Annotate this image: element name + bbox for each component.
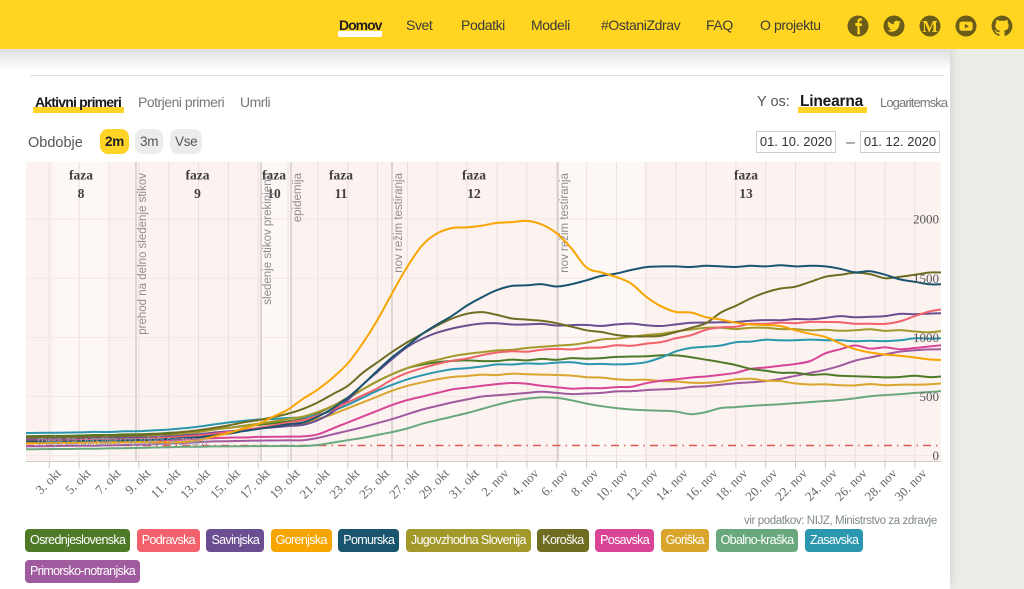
svg-text:31. okt: 31. okt [446,465,482,501]
svg-text:10: 10 [267,186,281,201]
svg-text:19. okt: 19. okt [267,465,303,501]
svg-text:faza: faza [734,168,758,183]
svg-text:16. nov: 16. nov [682,465,721,504]
svg-text:faza: faza [462,168,486,183]
svg-text:11: 11 [335,186,348,201]
svg-text:faza: faza [329,168,353,183]
svg-text:12: 12 [467,186,481,201]
svg-text:18. nov: 18. nov [712,465,751,504]
svg-text:1000: 1000 [913,330,939,345]
svg-text:4. nov: 4. nov [508,465,542,499]
svg-text:meja za uvrstitev na rdeči sez: meja za uvrstitev na rdeči seznam [37,433,207,448]
svg-text:prehod na delno sledenje stiko: prehod na delno sledenje stikov [137,173,149,335]
svg-text:15. okt: 15. okt [207,465,243,501]
svg-text:10. nov: 10. nov [593,465,632,504]
svg-text:M: M [922,17,938,36]
svg-text:sledenje stikov prekinjeno: sledenje stikov prekinjeno [262,173,274,305]
svg-text:23. okt: 23. okt [326,465,362,501]
svg-text:12. nov: 12. nov [623,465,662,504]
svg-text:nov režim testiranja: nov režim testiranja [559,172,571,272]
svg-text:0: 0 [933,448,940,463]
svg-text:faza: faza [69,168,93,183]
svg-text:8: 8 [78,186,85,201]
svg-text:28. nov: 28. nov [861,465,900,504]
svg-text:24. nov: 24. nov [802,465,841,504]
svg-text:7. okt: 7. okt [92,465,124,497]
svg-text:faza: faza [186,168,210,183]
svg-text:20. nov: 20. nov [742,465,781,504]
svg-text:nov režim testiranja: nov režim testiranja [393,172,405,272]
svg-text:21. okt: 21. okt [296,465,332,501]
svg-text:14. nov: 14. nov [653,465,692,504]
svg-text:29. okt: 29. okt [416,465,452,501]
svg-text:faza: faza [262,168,286,183]
svg-text:13. okt: 13. okt [177,465,213,501]
svg-text:5. okt: 5. okt [62,465,94,497]
svg-text:26. nov: 26. nov [832,465,871,504]
svg-text:11. okt: 11. okt [148,465,184,501]
svg-text:13: 13 [739,186,753,201]
svg-text:17. okt: 17. okt [237,465,273,501]
svg-text:3. okt: 3. okt [32,465,64,497]
svg-text:6. nov: 6. nov [538,465,572,499]
svg-text:1500: 1500 [913,271,939,286]
svg-text:2000: 2000 [913,212,939,227]
svg-text:22. nov: 22. nov [772,465,811,504]
svg-text:500: 500 [920,389,940,404]
svg-text:epidemija: epidemija [292,172,304,222]
svg-text:9: 9 [194,186,201,201]
svg-text:25. okt: 25. okt [356,465,392,501]
svg-text:30. nov: 30. nov [891,465,930,504]
svg-text:2. nov: 2. nov [478,465,512,499]
svg-text:27. okt: 27. okt [386,465,422,501]
